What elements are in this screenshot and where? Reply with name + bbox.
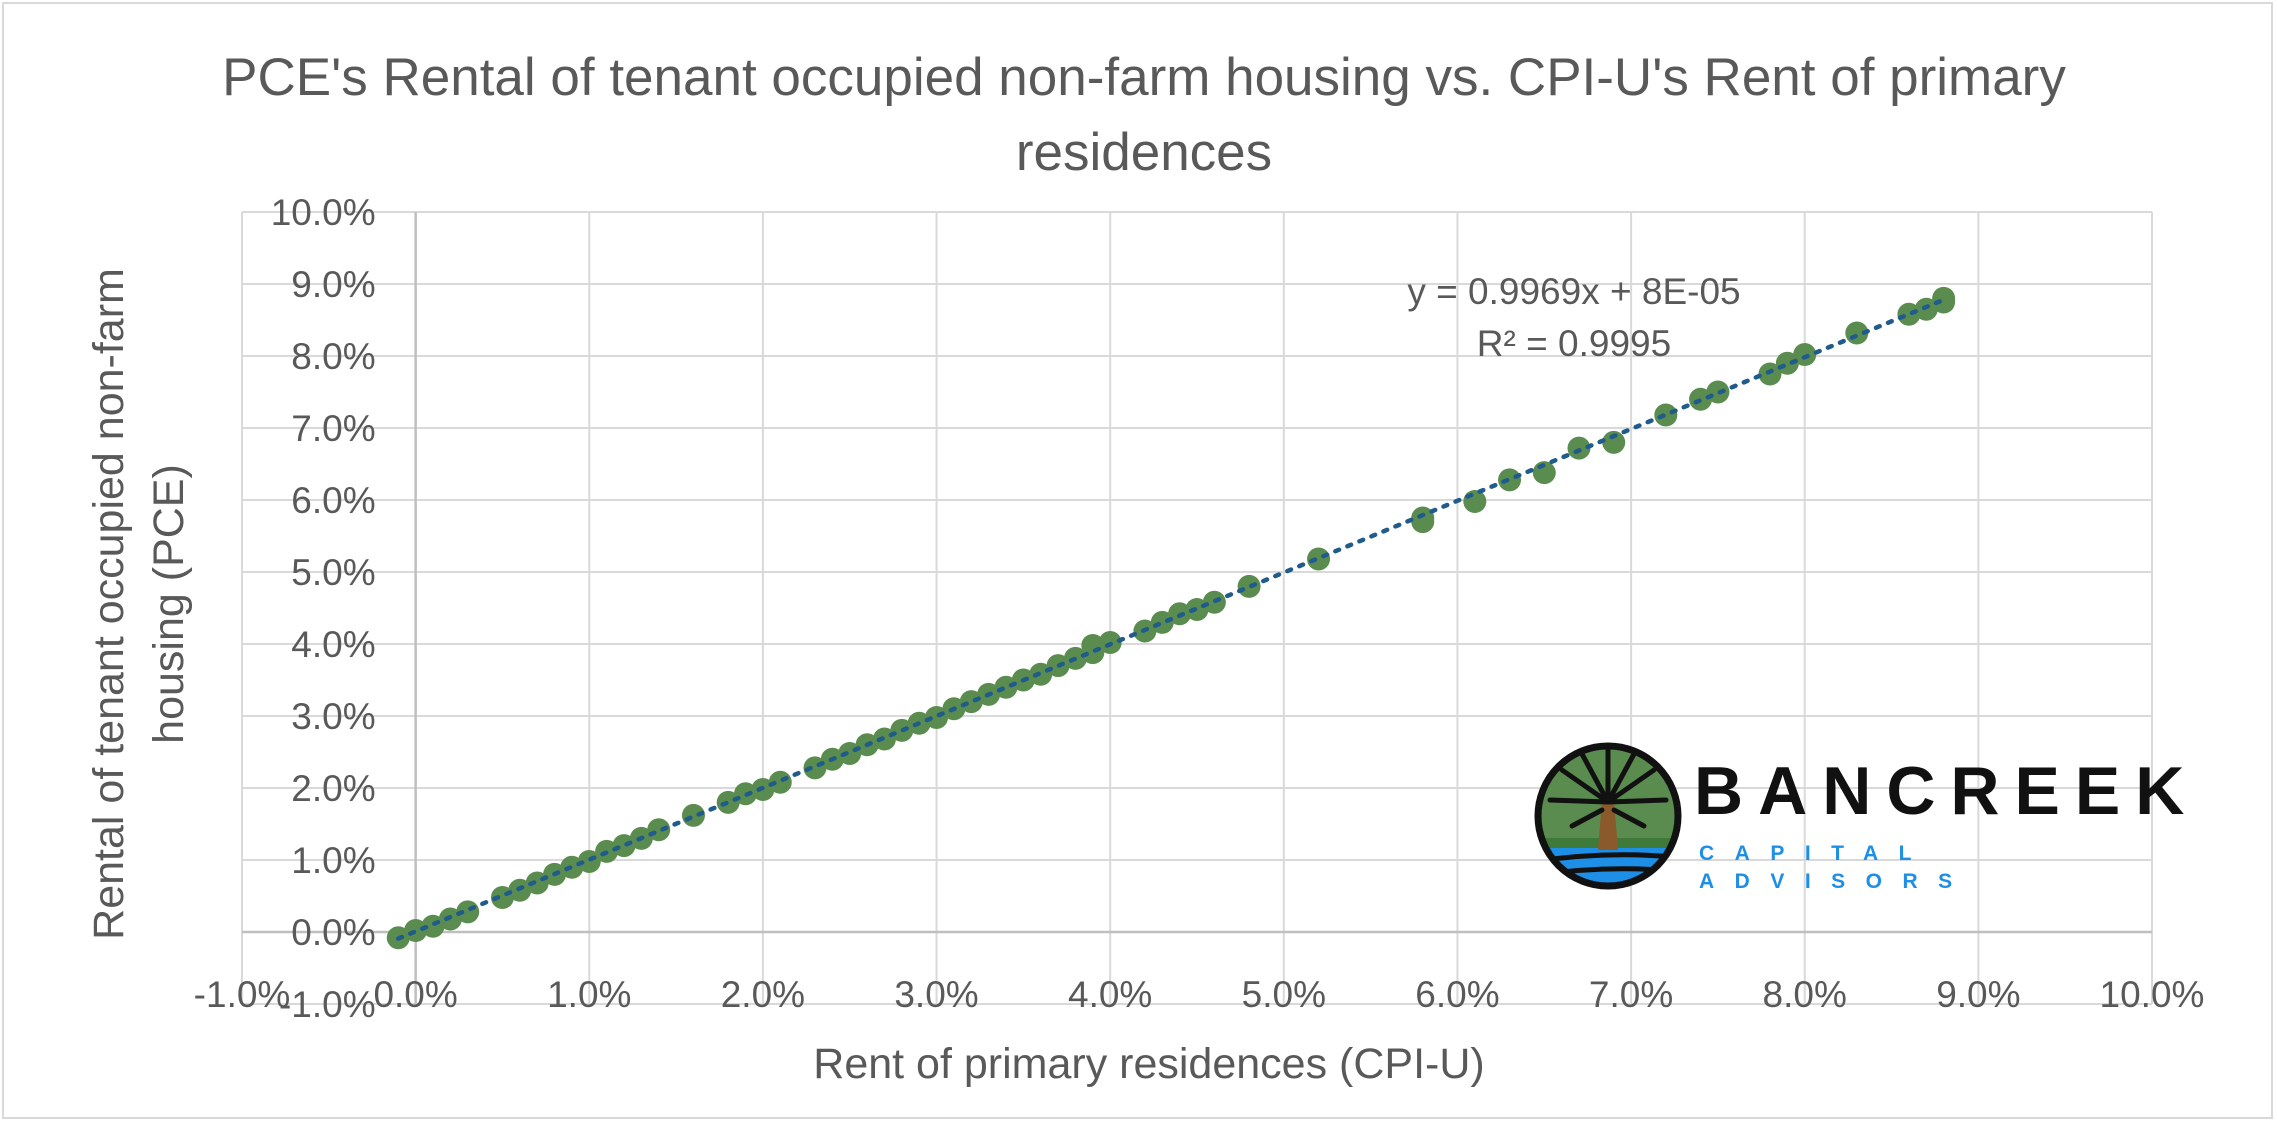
trendline-r-squared: R² = 0.9995 [1476, 323, 1672, 364]
x-tick-label: 2.0% [721, 974, 805, 1015]
trendline [396, 297, 1946, 941]
logo-wordmark: BANCREEK [1694, 753, 2200, 829]
y-tick-label: 8.0% [291, 336, 375, 377]
data-point [1897, 302, 1921, 326]
data-point [1463, 489, 1487, 513]
data-point [959, 690, 983, 714]
data-point [1150, 610, 1174, 634]
data-point [1307, 547, 1331, 571]
x-tick-label: 7.0% [1589, 974, 1673, 1015]
data-point [1602, 430, 1626, 454]
data-point [1411, 506, 1435, 530]
scatter-chart: -1.0% 0.0% 1.0% 2.0% 3.0% 4.0% 5.0% 6.0% 7.0% 8.0… [194, 192, 2205, 1025]
x-tick-label: -1.0% [194, 974, 291, 1015]
y-tick-label: 4.0% [291, 624, 375, 665]
tick-labels: -1.0% 0.0% 1.0% 2.0% 3.0% 4.0% 5.0% 6.0% 7.0% 8.0… [194, 192, 2205, 1025]
y-tick-label: 7.0% [291, 408, 375, 449]
x-tick-label: 6.0% [1415, 974, 1499, 1015]
x-tick-label: 4.0% [1068, 974, 1152, 1015]
tree-river-logo-icon [1534, 742, 1682, 890]
x-tick-label: 10.0% [2100, 974, 2205, 1015]
axes [242, 212, 2152, 1004]
y-tick-label: 1.0% [291, 840, 375, 881]
x-tick-label: 8.0% [1763, 974, 1847, 1015]
trendline-equation: y = 0.9969x + 8E-05 R² = 0.9995 [1344, 266, 1804, 370]
y-tick-label: 10.0% [271, 192, 376, 233]
data-point [1932, 286, 1956, 310]
y-axis-title: Rental of tenant occupied non-farm housi… [85, 268, 193, 940]
y-tick-label: 9.0% [291, 264, 375, 305]
data-point [1758, 362, 1782, 386]
x-tick-label: 1.0% [547, 974, 631, 1015]
x-axis-title: Rent of primary residences (CPI-U) [813, 1040, 1485, 1088]
data-point [994, 675, 1018, 699]
y-tick-label: 3.0% [291, 696, 375, 737]
x-tick-label: 9.0% [1936, 974, 2020, 1015]
data-point [404, 919, 428, 943]
trendline-formula: y = 0.9969x + 8E-05 [1407, 271, 1741, 312]
data-points [386, 286, 1956, 950]
y-tick-label: -1.0% [279, 984, 376, 1025]
data-point [612, 834, 636, 858]
data-point [1654, 403, 1678, 427]
y-tick-label: 6.0% [291, 480, 375, 521]
y-tick-label: 0.0% [291, 912, 375, 953]
data-point [1498, 468, 1522, 492]
y-tick-label: 2.0% [291, 768, 375, 809]
x-tick-label: 5.0% [1242, 974, 1326, 1015]
chart-title: PCE's Rental of tenant occupied non-farm… [222, 48, 2066, 182]
y-tick-label: 5.0% [291, 552, 375, 593]
x-tick-label: 0.0% [373, 974, 457, 1015]
bancreek-logo: BANCREEK CAPITAL ADVISORS [1532, 740, 2184, 893]
logo-tagline: CAPITAL ADVISORS [1699, 842, 1973, 893]
x-tick-label: 3.0% [894, 974, 978, 1015]
data-point [1793, 343, 1817, 367]
